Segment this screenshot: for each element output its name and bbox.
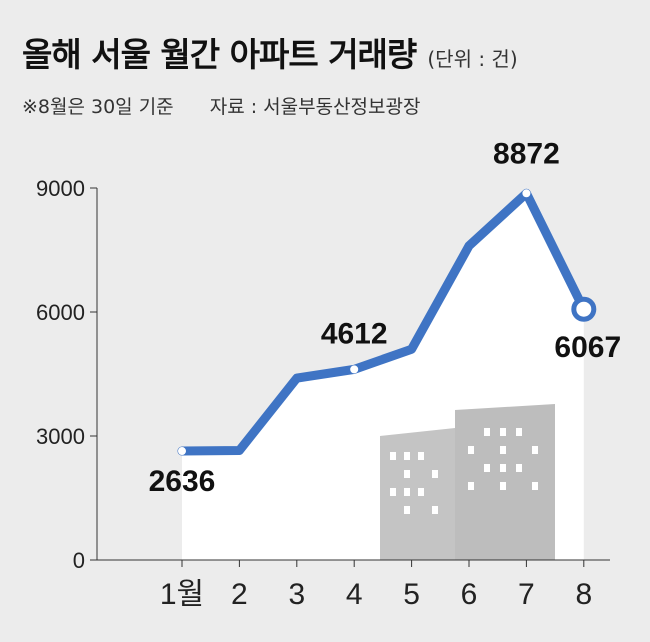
end-point-marker: [571, 296, 597, 322]
window: [418, 452, 424, 460]
x-tick-label: 2: [231, 578, 248, 611]
data-label: 8872: [493, 137, 560, 170]
series-line-layer: [177, 188, 589, 456]
x-tick-label: 4: [346, 578, 363, 611]
window: [404, 506, 410, 514]
window: [468, 446, 474, 454]
window: [484, 464, 490, 472]
window: [404, 470, 410, 478]
window: [500, 482, 506, 490]
window: [500, 446, 506, 454]
window: [404, 488, 410, 496]
building-left: [380, 428, 455, 560]
point-marker: [178, 447, 186, 456]
unit-label: (단위 : 건): [427, 47, 518, 71]
window: [500, 428, 506, 436]
data-label: 6067: [554, 331, 621, 364]
window: [532, 482, 538, 490]
y-tick-label: 6000: [36, 300, 85, 325]
labels-layer: 2636 4612 8872 6067: [149, 137, 622, 498]
window: [404, 452, 410, 460]
point-marker: [350, 365, 359, 374]
window: [500, 464, 506, 472]
source-note: 자료 : 서울부동산정보광장: [209, 96, 421, 118]
x-tick-label: 5: [403, 578, 420, 611]
y-tick-label: 3000: [36, 424, 85, 449]
x-tick-label: 3: [288, 578, 305, 611]
x-tick-label: 6: [461, 578, 478, 611]
data-label: 4612: [321, 317, 388, 350]
x-tick-label: 1월: [160, 578, 204, 611]
window: [432, 470, 438, 478]
title-row: 올해 서울 월간 아파트 거래량 (단위 : 건): [22, 28, 518, 76]
window: [418, 488, 424, 496]
building-windows: [390, 428, 538, 514]
data-label: 2636: [149, 465, 216, 498]
series-line: [177, 188, 589, 456]
note-row: ※8월은 30일 기준 자료 : 서울부동산정보광장: [22, 92, 420, 119]
chart-title: 올해 서울 월간 아파트 거래량: [22, 35, 417, 74]
window: [390, 452, 396, 460]
axes: 0 3000 6000 9000 1월 2 3 4 5 6 7 8: [36, 176, 610, 611]
y-tick-label: 0: [73, 548, 85, 573]
point-marker: [522, 189, 531, 198]
buildings-illustration: [380, 404, 555, 560]
window: [516, 464, 522, 472]
date-note: ※8월은 30일 기준: [22, 96, 174, 118]
window: [516, 428, 522, 436]
window: [390, 488, 396, 496]
window: [432, 506, 438, 514]
window: [468, 482, 474, 490]
window: [532, 446, 538, 454]
y-tick-label: 9000: [36, 176, 85, 201]
x-tick-label: 8: [575, 578, 592, 611]
x-tick-label: 7: [518, 578, 535, 611]
window: [484, 428, 490, 436]
